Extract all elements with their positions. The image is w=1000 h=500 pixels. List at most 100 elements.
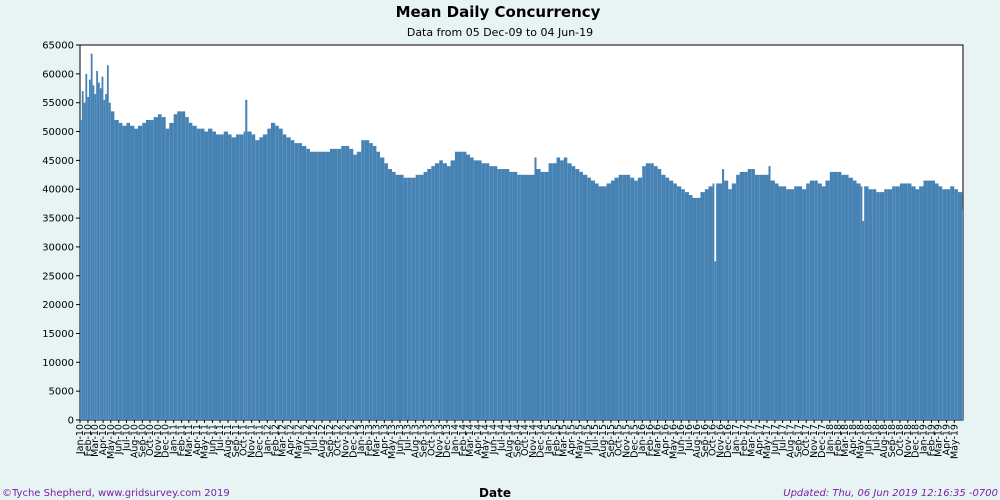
bar-2015-07-15: [598, 186, 603, 420]
bar-2013-08-15: [419, 174, 424, 420]
bar-2018-06-15: [872, 189, 877, 420]
bar-2012-11-01: [345, 145, 350, 420]
bar-2017-06-01: [774, 183, 779, 420]
bar-2018-03-15: [848, 177, 853, 420]
bar-2017-01-15: [739, 171, 745, 420]
bar-2012-02-01: [275, 125, 279, 421]
x-tick-label: Jun-15: [582, 424, 593, 455]
x-tick-label: Sep-15: [606, 424, 617, 457]
x-tick-label: Oct-15: [614, 424, 625, 456]
bar-2017-05-15: [770, 180, 775, 420]
bar-2013-02-01: [369, 143, 373, 420]
bar-2017-02-15: [747, 169, 752, 420]
bar-2018-05-08: [862, 220, 865, 420]
x-tick-label: Dec-10: [161, 424, 172, 458]
x-tick-label: Dec-13: [442, 424, 453, 458]
x-tick-label: Mar-11: [184, 424, 195, 457]
bar-2016-11-15: [724, 180, 729, 420]
x-tick-label: Oct-13: [426, 424, 437, 456]
bar-2014-05-15: [489, 166, 494, 420]
bar-2012-02-15: [278, 128, 283, 420]
updated-timestamp: Updated: Thu, 06 Jun 2019 12:16:35 -0700: [783, 488, 998, 499]
bar-2015-05-15: [582, 174, 588, 420]
bar-2013-04-15: [387, 169, 393, 420]
x-tick-label: Jul-15: [590, 424, 601, 452]
bar-2016-01-15: [645, 163, 651, 420]
y-tick-label: 20000: [42, 300, 74, 311]
x-tick-label: Sep-12: [325, 424, 336, 457]
bar-2010-07-01: [126, 122, 131, 420]
bar-2011-05-01: [204, 131, 209, 421]
bar-2019-05-15: [957, 192, 963, 420]
bar-2014-04-01: [478, 160, 482, 420]
x-tick-label: Oct-10: [145, 424, 156, 456]
bar-2012-03-15: [286, 137, 291, 420]
y-tick-label: 40000: [42, 185, 74, 196]
x-tick-label: Jul-12: [309, 424, 320, 452]
bar-2013-04-01: [384, 163, 388, 420]
x-tick-label: Oct-16: [708, 424, 719, 456]
chart-subtitle: Data from 05 Dec-09 to 04 Jun-19: [407, 26, 593, 39]
bar-2014-09-01: [517, 174, 521, 420]
chart-title: Mean Daily Concurrency: [396, 3, 601, 21]
bar-2015-03-15: [567, 163, 572, 420]
x-tick-label: Dec-18: [911, 424, 922, 458]
x-tick-label: Dec-16: [723, 424, 734, 458]
x-tick-label: Apr-18: [848, 424, 859, 455]
x-tick-label: Jun-16: [676, 424, 687, 455]
x-tick-label: Oct-14: [520, 424, 531, 456]
bar-2013-12-15: [450, 160, 455, 420]
x-axis: Jan-10Feb-10Mar-10Apr-10May-10Jun-10Jul-…: [75, 420, 960, 459]
bar-2016-05-01: [673, 183, 677, 420]
y-tick-label: 25000: [42, 271, 74, 282]
x-tick-label: Jun-10: [114, 424, 125, 455]
x-tick-label: Nov-14: [528, 424, 539, 458]
bar-2013-11-15: [442, 163, 447, 420]
bar-2012-09-01: [329, 148, 334, 420]
bar-2018-04-15: [856, 183, 861, 420]
x-tick-label: May-12: [293, 424, 304, 459]
bar-2012-01-01: [267, 128, 271, 420]
x-tick-label: Jun-11: [207, 424, 218, 455]
bar-2016-01-01: [642, 166, 646, 420]
bar-2017-02-01: [744, 171, 748, 420]
bar-2010-10-01: [150, 120, 154, 420]
bar-2010-03-26: [101, 76, 104, 420]
bar-2014-04-15: [481, 163, 486, 420]
x-tick-label: Mar-15: [559, 424, 570, 457]
bar-2011-08-01: [228, 134, 232, 421]
bar-2019-01-15: [927, 180, 932, 420]
x-tick-label: Feb-12: [270, 424, 281, 456]
bar-2013-11-01: [439, 160, 443, 420]
x-tick-label: Apr-10: [98, 424, 109, 455]
bar-2016-05-15: [676, 186, 682, 420]
x-tick-label: Nov-11: [247, 424, 258, 458]
bar-2014-03-01: [470, 157, 474, 420]
x-tick-label: May-11: [199, 424, 210, 459]
x-tick-label: Dec-11: [254, 424, 265, 458]
bar-2012-05-15: [301, 145, 307, 420]
bar-2019-06-01: [962, 209, 963, 420]
bar-2013-03-01: [376, 151, 380, 421]
y-tick-label: 65000: [42, 41, 74, 52]
x-tick-label: May-17: [762, 424, 773, 459]
bar-2012-08-15: [325, 151, 330, 421]
bar-2010-06-01: [118, 122, 123, 420]
bar-2014-06-01: [493, 166, 498, 420]
bar-2019-03-01: [938, 186, 943, 420]
x-tick-label: Mar-18: [840, 424, 851, 457]
x-tick-label: Feb-17: [739, 424, 750, 456]
bar-2011-12-01: [259, 137, 263, 420]
bar-2016-12-01: [728, 189, 732, 420]
bar-2016-10-15: [716, 183, 723, 420]
bar-2017-12-01: [821, 186, 826, 420]
bar-2019-03-15: [942, 189, 947, 420]
x-tick-label: Mar-14: [465, 424, 476, 457]
x-tick-label: Nov-10: [153, 424, 164, 458]
y-tick-label: 30000: [42, 242, 74, 253]
bar-2014-11-15: [536, 169, 541, 420]
bar-2017-03-01: [751, 169, 755, 420]
bar-2017-04-01: [759, 174, 769, 420]
y-tick-label: 50000: [42, 127, 74, 138]
